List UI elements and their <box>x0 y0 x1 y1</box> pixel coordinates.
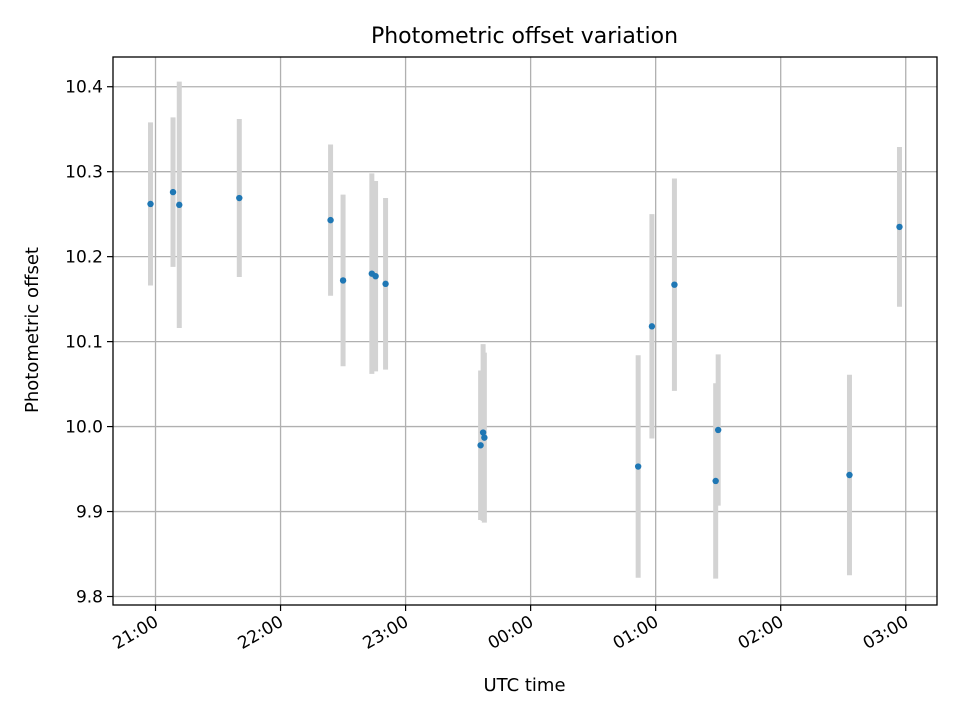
data-point <box>382 280 389 288</box>
data-point <box>714 426 722 434</box>
data-point <box>712 477 719 485</box>
y-tick-label: 10.3 <box>65 163 103 183</box>
x-tick-label: 00:00 <box>485 612 537 654</box>
error-bars <box>148 81 902 579</box>
data-point <box>648 323 656 330</box>
grid-lines <box>113 57 937 605</box>
data-points <box>147 188 903 485</box>
y-tick-label: 9.9 <box>76 503 103 523</box>
y-tick-label: 10.0 <box>65 418 103 438</box>
x-tick-label: 03:00 <box>860 612 912 654</box>
x-tick-label: 21:00 <box>110 612 162 654</box>
y-tick-label: 10.1 <box>65 333 103 353</box>
y-tick-label: 10.2 <box>65 248 103 268</box>
data-point <box>481 434 488 441</box>
y-tick-label: 10.4 <box>65 78 103 98</box>
data-point <box>147 200 154 208</box>
data-point <box>477 442 484 449</box>
x-tick-label: 23:00 <box>360 612 412 654</box>
x-tick-label: 01:00 <box>610 612 662 654</box>
y-tick-label: 9.8 <box>76 588 103 608</box>
data-point <box>479 429 487 436</box>
data-point <box>339 277 347 284</box>
data-point <box>671 281 678 288</box>
x-axis-ticks: 21:00 22:00 23:00 00:00 01:00 02:00 03:00 <box>110 605 912 654</box>
data-point <box>634 463 642 470</box>
x-tick-label: 02:00 <box>735 612 787 654</box>
data-point <box>169 188 177 196</box>
chart-title: Photometric offset variation <box>371 24 678 49</box>
data-point <box>236 194 243 202</box>
data-point <box>176 201 183 209</box>
x-tick-label: 22:00 <box>235 612 287 654</box>
data-point <box>372 273 379 280</box>
y-axis-ticks: 9.8 9.9 10.0 10.1 10.2 10.3 10.4 <box>65 78 113 608</box>
data-point <box>846 471 853 479</box>
plot-frame <box>112 56 938 606</box>
x-axis-label: UTC time <box>483 675 565 696</box>
y-axis-label: Photometric offset <box>22 247 43 413</box>
data-point <box>896 223 903 231</box>
data-point <box>327 216 334 224</box>
